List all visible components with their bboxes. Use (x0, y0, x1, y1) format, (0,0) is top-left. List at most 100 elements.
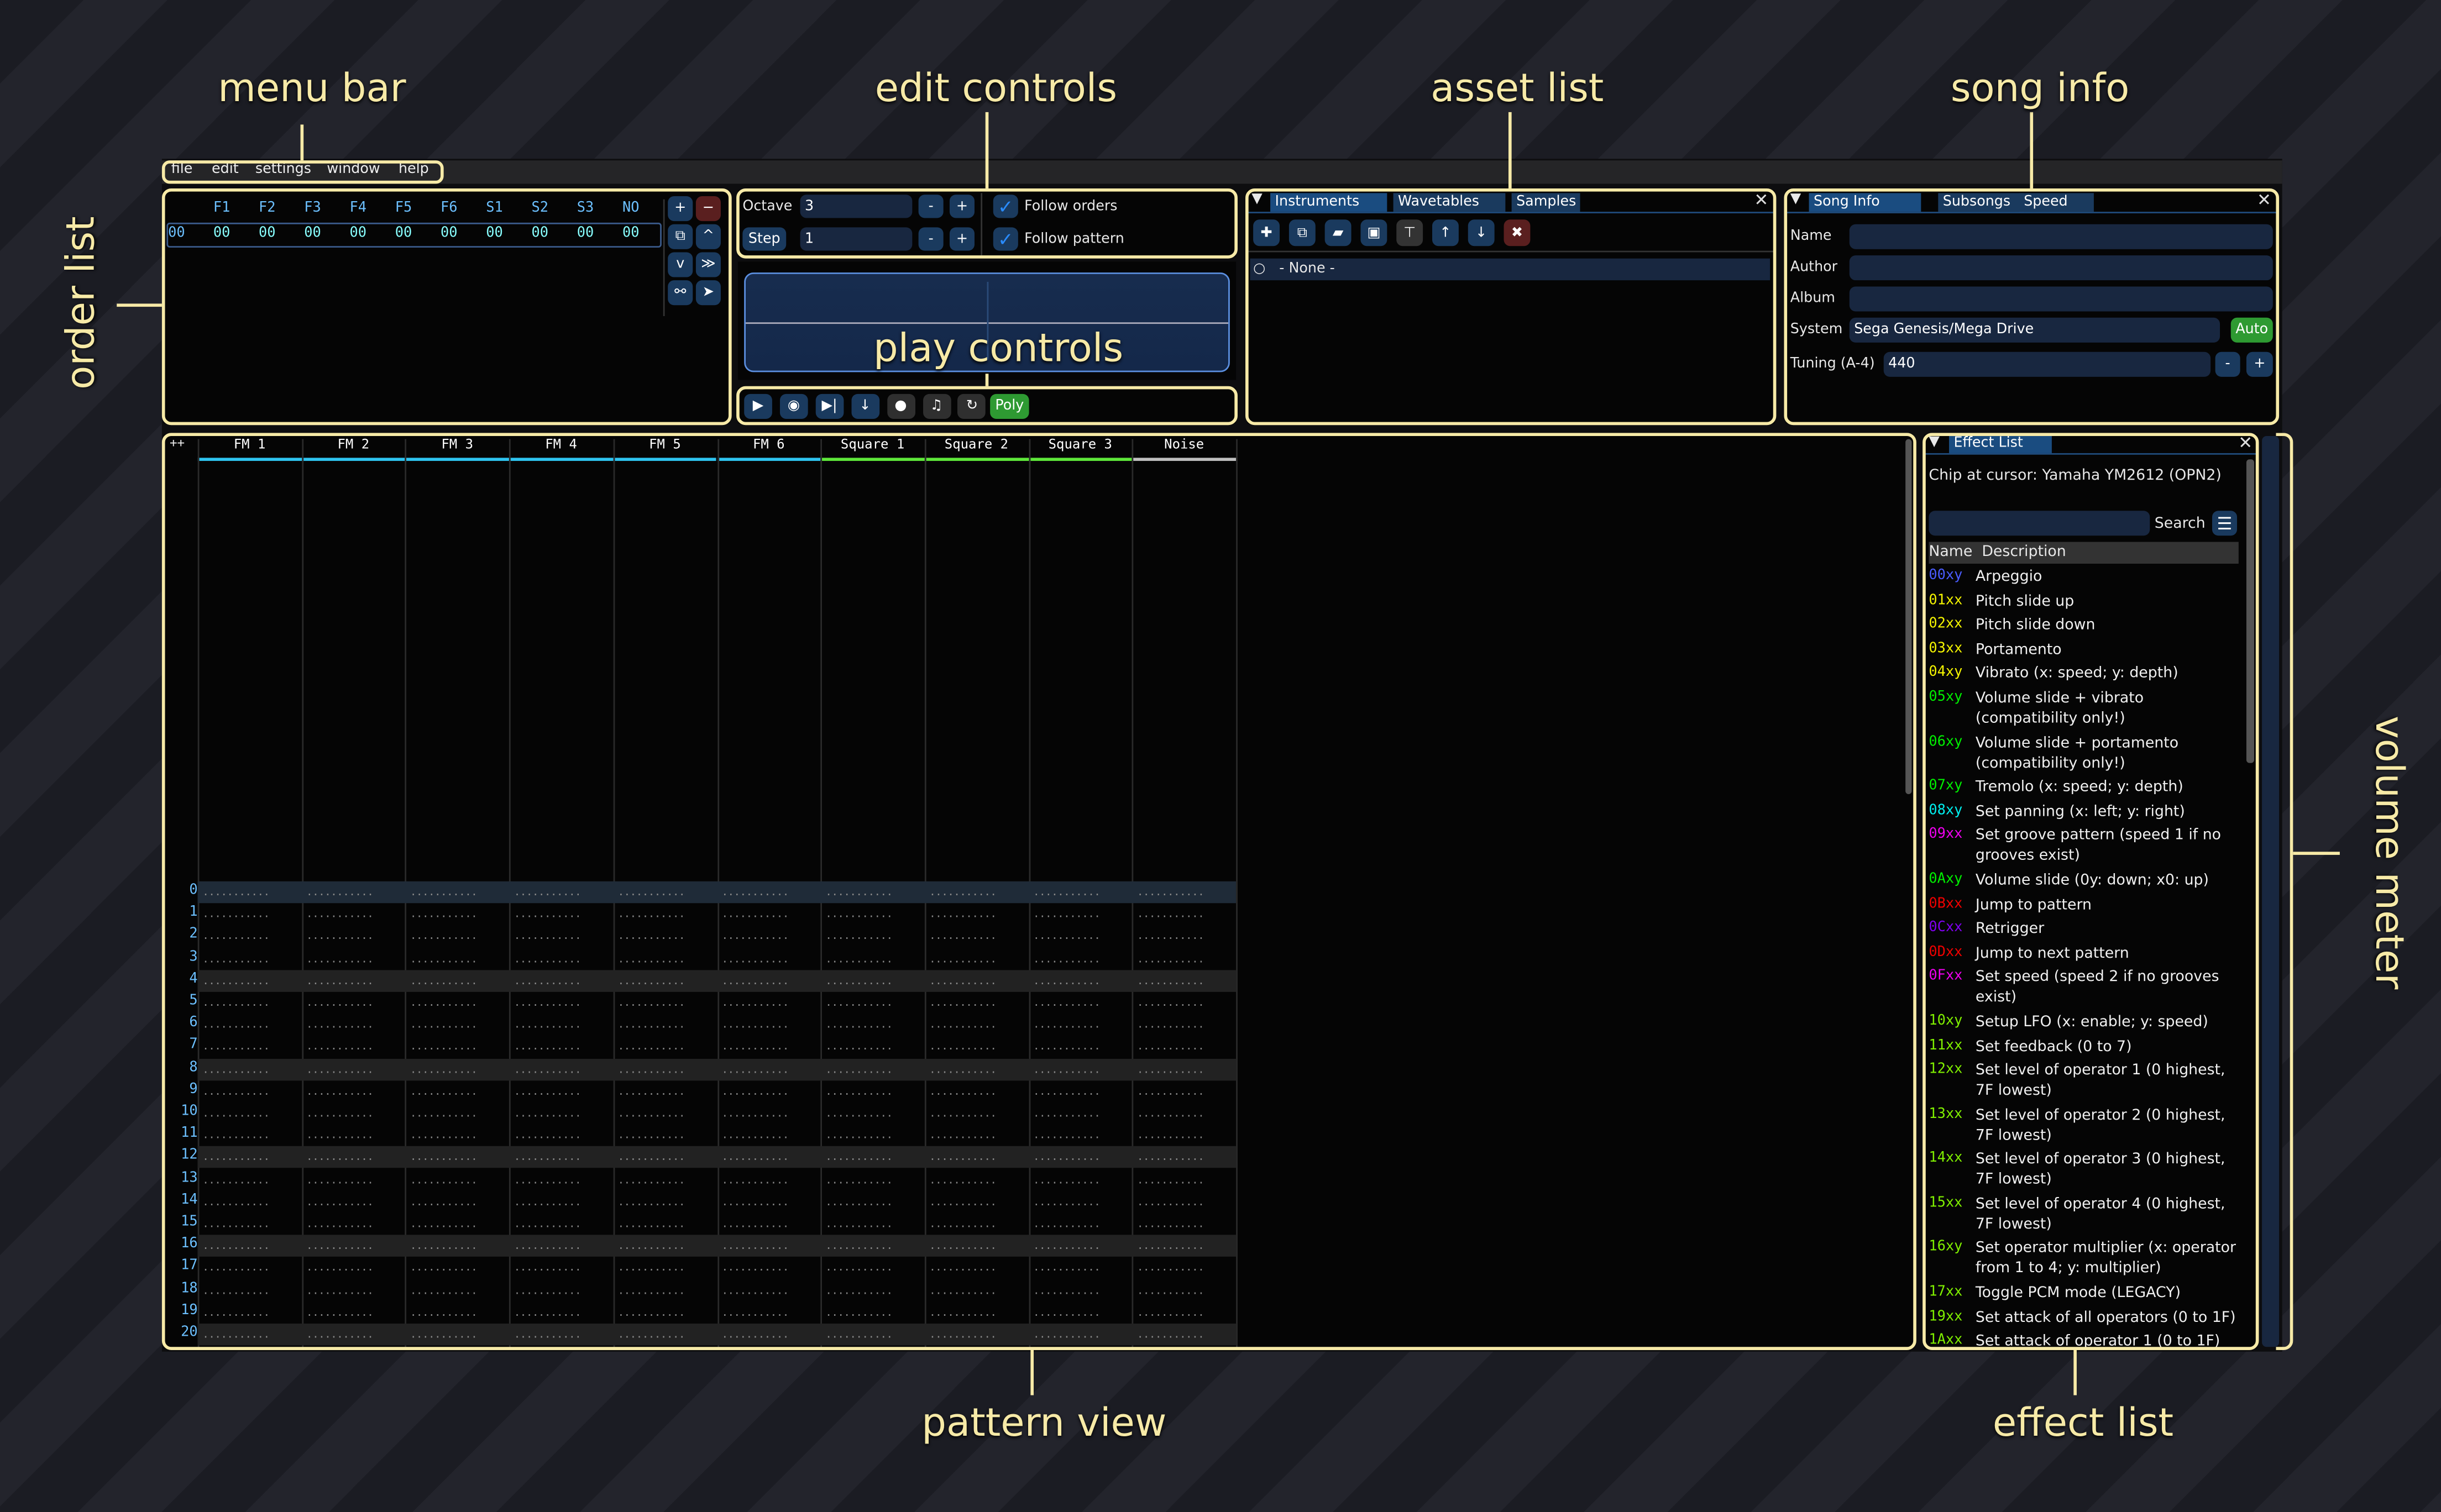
pattern-cell[interactable]: ........... (929, 974, 997, 987)
pattern-cell[interactable]: ........... (1136, 886, 1204, 899)
pattern-row[interactable]: 10......................................… (164, 1102, 1238, 1124)
pattern-cell[interactable]: ........... (1136, 1262, 1204, 1274)
menu-item-window[interactable]: window (327, 162, 380, 178)
pattern-cell[interactable]: ........... (306, 1085, 374, 1098)
pattern-cell[interactable]: ........... (617, 1063, 685, 1075)
effect-row[interactable]: 08xy Set panning (x: left; y: right) (1929, 801, 2240, 822)
pattern-cell[interactable]: ........... (929, 1129, 997, 1142)
order-cell[interactable]: 00 (577, 225, 594, 242)
pattern-cell[interactable]: ........... (306, 1328, 374, 1341)
effect-row[interactable]: 05xy Volume slide + vibrato (compatibilit… (1929, 688, 2240, 728)
poly-button[interactable]: Poly (990, 393, 1029, 419)
pattern-cell[interactable]: ........... (1033, 1173, 1101, 1186)
pattern-cell[interactable]: ........... (721, 1240, 789, 1252)
pattern-row[interactable]: 4.......................................… (163, 969, 1238, 992)
pattern-cell[interactable]: ........... (1033, 1195, 1101, 1208)
pattern-cell[interactable]: ........... (410, 1151, 478, 1164)
pattern-cell[interactable]: ........... (929, 908, 997, 921)
close-icon[interactable]: ✕ (2257, 190, 2271, 211)
order-row[interactable] (166, 222, 662, 248)
pattern-row[interactable]: 13......................................… (164, 1169, 1238, 1190)
tab-wavetables[interactable]: Wavetables (1393, 193, 1506, 212)
pattern-cell[interactable]: ........... (825, 952, 893, 965)
pattern-cell[interactable]: ........... (1136, 1151, 1204, 1164)
move-order-up-button[interactable]: ^ (695, 224, 721, 249)
effect-row[interactable]: 0Axy Volume slide (0y: down; x0: up) (1929, 870, 2240, 891)
record-button[interactable]: ● (887, 393, 915, 419)
pattern-cell[interactable]: ........... (514, 1328, 582, 1341)
pattern-cell[interactable]: ........... (514, 952, 582, 965)
pattern-cell[interactable]: ........... (617, 1173, 685, 1186)
pattern-cell[interactable]: ........... (929, 1151, 997, 1164)
effect-row[interactable]: 14xx Set level of operator 3 (0 highest, … (1929, 1149, 2240, 1190)
pattern-cell[interactable]: ........... (617, 1107, 685, 1120)
pattern-cell[interactable]: ........... (1136, 952, 1204, 965)
pattern-cell[interactable]: ........... (929, 1240, 997, 1252)
effect-row[interactable]: 04xy Vibrato (x: speed; y: depth) (1929, 664, 2240, 684)
pattern-cell[interactable]: ........... (514, 996, 582, 1009)
pattern-cell[interactable]: ........... (929, 1107, 997, 1120)
pattern-cell[interactable]: ........... (1033, 886, 1101, 899)
pattern-row[interactable]: 1.......................................… (164, 904, 1238, 925)
duplicate-order-button[interactable]: ⧉ (668, 224, 693, 249)
pattern-cell[interactable]: ........... (306, 1063, 374, 1075)
menu-item-settings[interactable]: settings (255, 162, 311, 178)
pattern-cell[interactable]: ........... (514, 1085, 582, 1098)
pattern-cell[interactable]: ........... (514, 1195, 582, 1208)
order-cell[interactable]: 00 (349, 225, 367, 242)
pattern-cell[interactable]: ........... (306, 1041, 374, 1053)
pattern-cell[interactable]: ........... (514, 1284, 582, 1296)
save-button[interactable]: ▣ (1360, 219, 1387, 246)
pattern-row[interactable]: 19......................................… (164, 1301, 1238, 1323)
pattern-cell[interactable]: ........... (410, 886, 478, 899)
unlink-order-button[interactable]: ⚯ (668, 280, 693, 306)
pattern-cell[interactable]: ........... (410, 952, 478, 965)
pattern-cell[interactable]: ........... (721, 1019, 789, 1031)
pattern-cell[interactable]: ........... (721, 1217, 789, 1230)
effect-row[interactable]: 0Fxx Set speed (speed 2 if no grooves exi… (1929, 968, 2240, 1008)
pattern-cell[interactable]: ........... (721, 1085, 789, 1098)
pattern-cell[interactable]: ........... (1033, 1041, 1101, 1053)
pattern-cell[interactable]: ........... (306, 1151, 374, 1164)
play-button[interactable]: ▶ (744, 393, 772, 419)
pattern-row[interactable]: 14......................................… (164, 1191, 1238, 1212)
pattern-cell[interactable]: ........... (306, 1262, 374, 1274)
tuning-plus-button[interactable]: + (2246, 351, 2273, 377)
order-to-bottom-button[interactable]: ≫ (695, 252, 721, 277)
pattern-cell[interactable]: ........... (1033, 1328, 1101, 1341)
pattern-row[interactable]: 5.......................................… (164, 992, 1238, 1014)
pattern-cell[interactable]: ........... (202, 1063, 270, 1075)
pattern-cell[interactable]: ........... (721, 1328, 789, 1341)
effect-row[interactable]: 06xy Volume slide + portamento (compatibi… (1929, 733, 2240, 773)
pattern-cell[interactable]: ........... (825, 996, 893, 1009)
pattern-cell[interactable]: ........... (617, 1328, 685, 1341)
effect-row[interactable]: 03xx Portamento (1929, 639, 2240, 660)
delete-button[interactable]: ✖ (1504, 219, 1531, 246)
pattern-cell[interactable]: ........... (410, 930, 478, 943)
pattern-cell[interactable]: ........... (617, 1306, 685, 1319)
effect-row[interactable]: 0Cxx Retrigger (1929, 919, 2240, 939)
pattern-cell[interactable]: ........... (306, 1019, 374, 1031)
pattern-cell[interactable]: ........... (825, 1085, 893, 1098)
pattern-row[interactable]: 3.......................................… (164, 948, 1238, 969)
pattern-cell[interactable]: ........... (202, 1151, 270, 1164)
pattern-row[interactable]: 17......................................… (164, 1257, 1238, 1279)
close-icon[interactable]: ✕ (1754, 190, 1769, 211)
step-button[interactable]: Step (742, 227, 787, 251)
tab-speed[interactable]: Speed (2019, 193, 2094, 212)
metronome-button[interactable]: ♫ (922, 393, 951, 419)
pattern-cell[interactable]: ........... (410, 996, 478, 1009)
pattern-options-button[interactable]: ++ (169, 435, 185, 450)
pattern-cell[interactable]: ........... (410, 1019, 478, 1031)
pattern-cell[interactable]: ........... (1033, 996, 1101, 1009)
pattern-cell[interactable]: ........... (1033, 1129, 1101, 1142)
pattern-cell[interactable]: ........... (825, 1107, 893, 1120)
pattern-cell[interactable]: ........... (1033, 1262, 1101, 1274)
pattern-cell[interactable]: ........... (825, 1173, 893, 1186)
effect-filter-menu-button[interactable]: ☰ (2212, 511, 2238, 536)
pattern-cell[interactable]: ........... (617, 1019, 685, 1031)
pattern-cell[interactable]: ........... (617, 886, 685, 899)
pattern-cell[interactable]: ........... (202, 1306, 270, 1319)
effect-row[interactable]: 01xx Pitch slide up (1929, 591, 2240, 612)
pattern-cell[interactable]: ........... (306, 1173, 374, 1186)
